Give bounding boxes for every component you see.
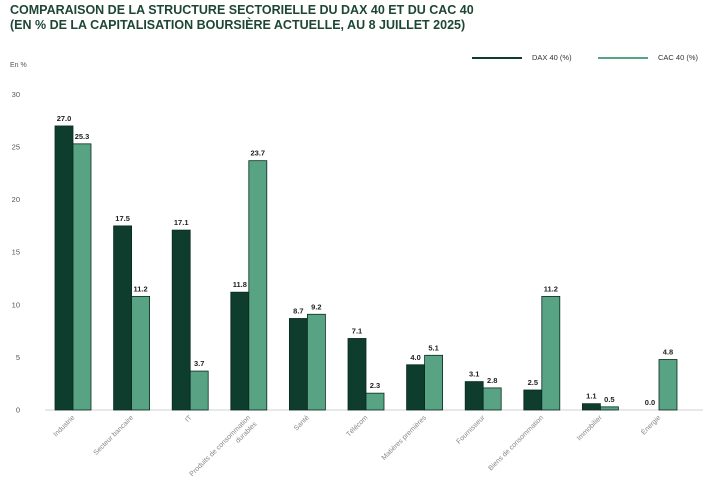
x-tick-label: Télécom	[345, 414, 369, 438]
bar	[658, 359, 678, 411]
bar	[600, 406, 619, 411]
x-tick-label: Immobilier	[576, 414, 604, 442]
bar	[424, 354, 444, 411]
x-tick-label-line: IT	[184, 414, 194, 424]
bar	[113, 225, 132, 411]
x-tick-label-line: Télécom	[345, 414, 369, 438]
x-tick-label-line: Biens de consommation	[487, 414, 545, 472]
legend-item-dax: DAX 40 (%)	[472, 53, 572, 62]
y-tick-label: 0	[16, 406, 20, 415]
x-tick-label: Santé	[293, 414, 311, 432]
bar	[365, 392, 385, 411]
legend-swatch-dax	[472, 56, 522, 59]
chart-title-line2: (EN % DE LA CAPITALISATION BOURSIÈRE ACT…	[10, 18, 466, 32]
x-tick-label: Matières premières	[381, 414, 429, 462]
data-label: 23.7	[250, 149, 265, 158]
data-label: 1.1	[586, 392, 596, 401]
data-label: 9.2	[311, 302, 321, 311]
x-tick-label-line: Matières premières	[381, 414, 429, 462]
y-tick-label: 25	[12, 143, 20, 152]
x-tick-label: Industrie	[52, 414, 76, 438]
bar	[541, 295, 561, 411]
data-label: 0.0	[645, 398, 655, 407]
x-tick-label: Secteur bancaire	[93, 414, 135, 456]
bar	[54, 125, 74, 411]
x-tick-label-line: Fournisseur	[456, 414, 488, 446]
data-label: 17.1	[174, 218, 189, 227]
x-tick-label-line: Industrie	[52, 414, 76, 438]
data-label: 25.3	[75, 132, 90, 141]
bar	[464, 381, 484, 411]
x-tick-label-line: Santé	[293, 414, 311, 432]
bar	[131, 295, 151, 411]
bar	[582, 403, 601, 411]
bar	[248, 160, 268, 411]
bar	[171, 229, 191, 411]
y-tick-label: 15	[12, 248, 20, 257]
legend-label-dax: DAX 40 (%)	[532, 53, 572, 62]
data-label: 4.0	[410, 353, 420, 362]
bar	[482, 387, 502, 411]
bar	[288, 318, 308, 411]
y-tick-label: 10	[12, 300, 20, 309]
data-label: 8.7	[293, 306, 303, 315]
bar	[72, 143, 92, 411]
x-tick-label: Fournisseur	[456, 414, 488, 446]
data-label: 3.7	[194, 359, 204, 368]
x-tick-label-line: Secteur bancaire	[93, 414, 135, 456]
y-tick-label: 30	[12, 90, 20, 99]
data-label: 2.8	[487, 376, 497, 385]
data-label: 27.0	[57, 114, 72, 123]
data-label: 11.2	[134, 284, 148, 293]
y-axis-label: En %	[10, 62, 27, 69]
x-tick-label-line: Énergie	[639, 413, 663, 437]
data-label: 2.5	[528, 378, 538, 387]
x-tick-label: Produits de consommationdurables	[189, 414, 259, 484]
data-label: 17.5	[115, 214, 130, 223]
legend-swatch-cac	[598, 56, 648, 59]
bar	[406, 364, 426, 411]
x-tick-label: IT	[184, 414, 194, 424]
x-tick-label: Énergie	[639, 413, 663, 437]
chart-title-line1: COMPARAISON DE LA STRUCTURE SECTORIELLE …	[10, 3, 474, 17]
x-tick-label: Biens de consommation	[487, 414, 545, 472]
legend-label-cac: CAC 40 (%)	[658, 53, 699, 62]
bar	[523, 389, 543, 411]
data-label: 11.8	[233, 280, 247, 289]
x-tick-label-line: Produits de consommation	[189, 414, 253, 478]
chart-title: COMPARAISON DE LA STRUCTURE SECTORIELLE …	[10, 3, 474, 33]
data-label: 2.3	[370, 381, 380, 390]
data-label: 0.5	[604, 395, 614, 404]
data-label: 7.1	[352, 326, 362, 335]
data-label: 4.8	[663, 348, 673, 357]
y-tick-label: 20	[12, 195, 20, 204]
bar	[189, 370, 209, 411]
legend-item-cac: CAC 40 (%)	[598, 53, 698, 62]
y-tick-label: 5	[16, 353, 20, 362]
bar	[306, 313, 326, 411]
x-tick-label-line: Immobilier	[576, 414, 604, 442]
data-label: 5.1	[428, 343, 438, 352]
bar	[347, 338, 367, 411]
data-label: 3.1	[469, 370, 479, 379]
data-label: 11.2	[544, 284, 558, 293]
bar	[230, 291, 250, 411]
